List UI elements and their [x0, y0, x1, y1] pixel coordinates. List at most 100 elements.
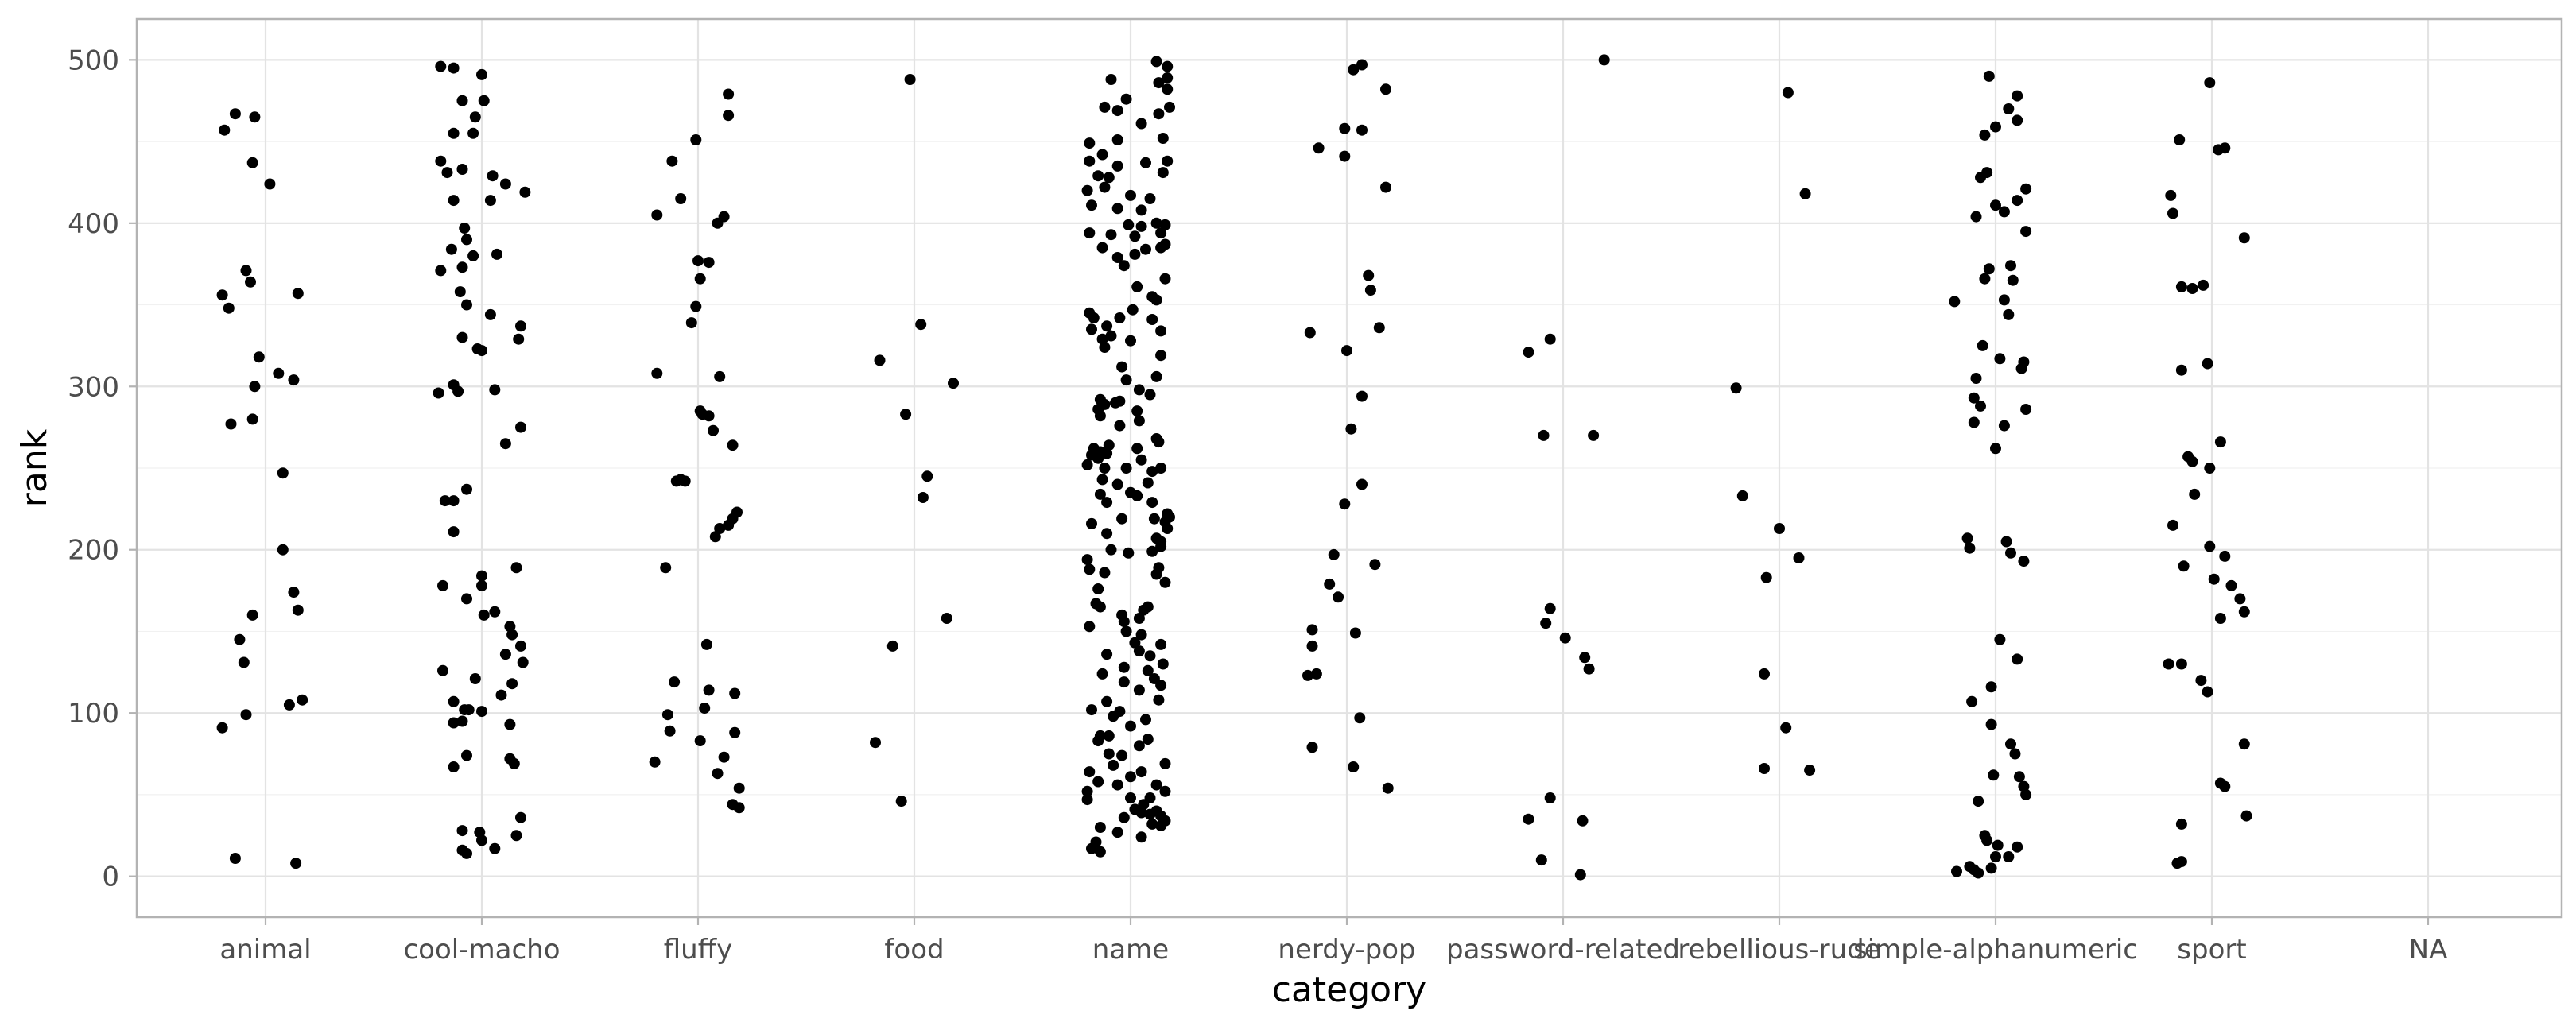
data-point-fluffy	[703, 257, 715, 269]
data-point-nerdy-pop	[1349, 627, 1361, 639]
data-point-name	[1111, 827, 1123, 838]
data-point-fluffy	[690, 134, 702, 145]
data-point-simple-alphanumeric	[2005, 260, 2016, 272]
data-point-simple-alphanumeric	[1964, 542, 1976, 554]
data-point-simple-alphanumeric	[2018, 556, 2030, 567]
x-axis-ticks: animal cool-macho fluffy food name nerdy-pop p…	[219, 917, 2447, 966]
data-point-name	[1146, 497, 1158, 509]
data-point-name	[1146, 818, 1158, 830]
data-point-simple-alphanumeric	[1983, 70, 1995, 82]
data-point-name	[1084, 621, 1096, 633]
major-y-gridlines	[137, 59, 2562, 877]
data-point-animal	[216, 289, 228, 301]
data-point-name	[1099, 342, 1111, 353]
data-point-name	[1144, 650, 1156, 662]
data-point-password-related	[1574, 869, 1586, 881]
data-point-sport	[2175, 658, 2187, 670]
data-point-name	[1088, 312, 1100, 323]
data-point-sport	[2214, 613, 2226, 624]
data-point-simple-alphanumeric	[1970, 211, 1982, 223]
data-point-cool-macho	[476, 570, 487, 582]
data-point-password-related	[1544, 333, 1556, 345]
data-point-name	[1111, 779, 1123, 791]
data-point-fluffy	[733, 782, 745, 794]
data-point-nerdy-pop	[1369, 559, 1381, 571]
data-point-name	[1153, 77, 1165, 89]
data-point-name	[1155, 227, 1167, 239]
data-point-nerdy-pop	[1341, 345, 1352, 357]
data-point-simple-alphanumeric	[1985, 862, 1997, 874]
data-point-name	[1127, 304, 1139, 316]
data-point-cool-macho	[517, 656, 529, 668]
data-point-name	[1114, 312, 1126, 323]
data-point-simple-alphanumeric	[1998, 206, 2010, 218]
data-point-simple-alphanumeric	[2020, 226, 2032, 238]
data-point-cool-macho	[456, 825, 468, 837]
data-point-name	[1129, 230, 1141, 242]
data-point-nerdy-pop	[1306, 742, 1318, 753]
data-point-sport	[2225, 579, 2237, 591]
data-point-simple-alphanumeric	[1973, 867, 1984, 879]
data-point-animal	[245, 276, 256, 288]
data-point-cool-macho	[478, 95, 490, 106]
data-point-name	[1155, 463, 1167, 474]
data-point-fluffy	[729, 687, 741, 699]
data-point-simple-alphanumeric	[2012, 195, 2023, 207]
data-point-name	[1155, 325, 1167, 337]
data-point-name	[1150, 217, 1162, 229]
data-point-name	[1108, 759, 1119, 771]
data-point-name	[1099, 181, 1111, 193]
data-point-cool-macho	[484, 308, 496, 320]
data-point-cool-macho	[476, 68, 487, 80]
data-point-name	[1162, 155, 1174, 167]
data-point-simple-alphanumeric	[1990, 443, 2001, 455]
x-axis-title: category	[1272, 970, 1426, 1010]
data-point-simple-alphanumeric	[2012, 653, 2023, 665]
data-point-animal	[277, 544, 289, 556]
data-point-animal	[264, 178, 276, 190]
data-point-cool-macho	[467, 250, 479, 261]
data-point-simple-alphanumeric	[2013, 771, 2025, 783]
data-point-fluffy	[733, 802, 745, 814]
data-point-fluffy	[661, 709, 673, 721]
data-point-cool-macho	[513, 333, 525, 345]
data-point-nerdy-pop	[1328, 548, 1340, 560]
data-point-name	[1084, 766, 1096, 778]
data-point-simple-alphanumeric	[1961, 532, 1973, 544]
data-point-name	[1086, 704, 1097, 716]
data-point-name	[1146, 314, 1158, 325]
data-point-name	[1094, 601, 1106, 613]
data-point-name	[1101, 528, 1113, 540]
data-point-fluffy	[723, 110, 735, 122]
data-point-sport	[2234, 593, 2246, 605]
data-point-cool-macho	[459, 223, 471, 234]
data-point-password-related	[1559, 632, 1571, 644]
data-point-sport	[2186, 455, 2198, 467]
data-point-simple-alphanumeric	[2012, 841, 2023, 853]
data-point-password-related	[1598, 54, 1610, 66]
data-point-nerdy-pop	[1304, 327, 1316, 339]
data-point-name	[1164, 101, 1175, 113]
data-point-name	[1142, 664, 1154, 676]
data-point-simple-alphanumeric	[1981, 834, 1993, 846]
data-point-nerdy-pop	[1324, 578, 1336, 590]
data-point-name	[1101, 320, 1113, 332]
data-point-cool-macho	[489, 842, 501, 854]
data-point-nerdy-pop	[1356, 59, 1368, 71]
data-point-name	[1120, 463, 1132, 474]
data-point-password-related	[1588, 429, 1600, 441]
data-point-sport	[2238, 738, 2250, 750]
data-point-name	[1133, 613, 1145, 624]
data-point-name	[1135, 220, 1147, 232]
data-point-nerdy-pop	[1333, 591, 1344, 603]
data-point-name	[1135, 204, 1147, 216]
data-point-sport	[2204, 540, 2216, 552]
data-point-name	[1111, 105, 1123, 117]
data-point-sport	[2167, 207, 2178, 219]
data-point-fluffy	[714, 523, 726, 534]
data-point-name	[1101, 447, 1113, 459]
data-point-name	[1103, 748, 1115, 760]
data-point-simple-alphanumeric	[1992, 839, 2004, 851]
